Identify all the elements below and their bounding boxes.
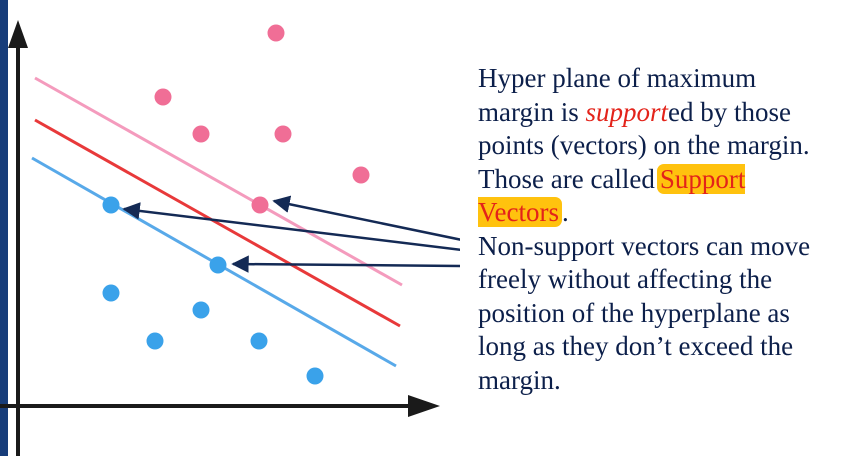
axes: [0, 20, 440, 456]
pink-point: [274, 125, 292, 143]
non-support-vector-explanation: Non-support vectors can move freely with…: [478, 230, 811, 395]
pink-point: [267, 24, 285, 42]
explanation-part1: Hyper plane of maximum margin is: [478, 63, 757, 127]
blue-support-vector: [102, 196, 120, 214]
pink-margin-line: [34, 76, 403, 287]
blue-class-points: [102, 196, 324, 385]
blue-point: [209, 256, 227, 274]
support-vector-explanation: Hyper plane of maximum margin is support…: [478, 62, 838, 230]
support-word: support: [585, 96, 669, 127]
left-edge-band: [0, 0, 8, 456]
blue-point: [250, 332, 268, 350]
blue-point: [146, 332, 164, 350]
blue-point: [102, 284, 120, 302]
pink-point: [352, 166, 370, 184]
arrow-to-pink-support-vector: [272, 195, 460, 241]
blue-point: [192, 301, 210, 319]
annotation-arrows: [122, 195, 460, 273]
blue-point: [306, 367, 324, 385]
pink-point: [192, 125, 210, 143]
pink-point: [154, 88, 172, 106]
arrow-to-non-support-vector: [231, 255, 460, 273]
pink-class-points: [154, 24, 370, 214]
pink-support-vector: [251, 196, 269, 214]
sentence-period: .: [561, 197, 569, 227]
explanation-part1-suffix: ed by those points (vectors) on the marg…: [478, 96, 810, 194]
svm-diagram: [0, 20, 460, 456]
y-axis-arrowhead: [8, 20, 28, 48]
hyperplane-line: [34, 118, 401, 328]
x-axis-arrowhead: [408, 395, 440, 417]
explanation-text: Hyper plane of maximum margin is support…: [478, 62, 838, 397]
arrow-to-blue-support-vector: [122, 202, 460, 252]
